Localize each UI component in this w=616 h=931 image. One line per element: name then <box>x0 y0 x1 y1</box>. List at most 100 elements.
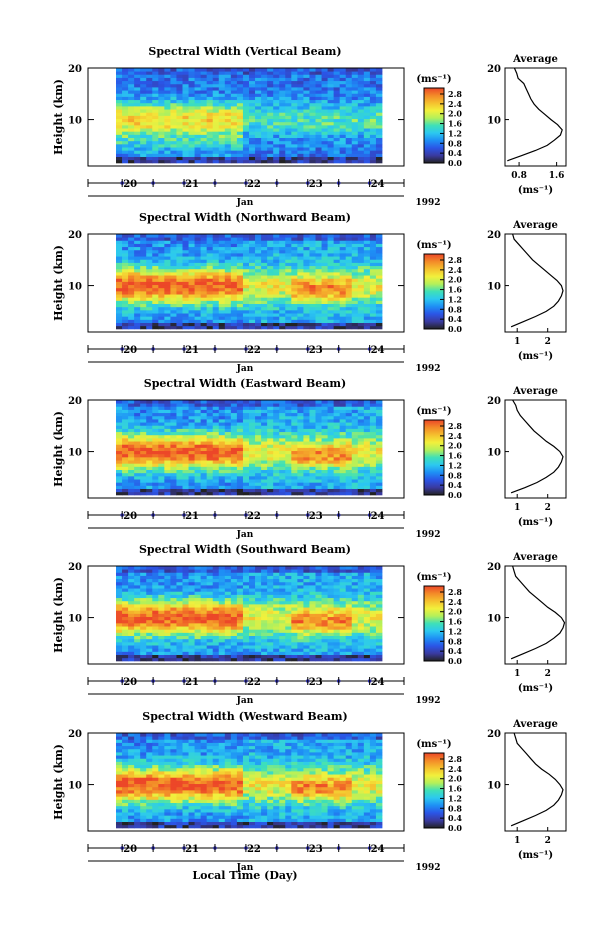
heatmap-cell <box>158 456 165 461</box>
heatmap-cell <box>146 83 153 88</box>
heatmap-cell <box>200 313 208 317</box>
heatmap-cell <box>315 412 322 417</box>
heatmap-cell <box>236 610 244 614</box>
heatmap-cell <box>206 99 214 104</box>
heatmap-cell <box>285 140 292 145</box>
heatmap-cell <box>128 463 135 467</box>
heatmap-cell <box>170 109 177 113</box>
heatmap-cell <box>128 409 135 414</box>
heatmap-cell <box>273 607 280 611</box>
heatmap-cell <box>206 67 214 72</box>
heatmap-cell <box>164 626 171 630</box>
heatmap-cell <box>230 115 238 120</box>
heatmap-cell <box>242 156 250 161</box>
heatmap-cell <box>224 83 232 88</box>
heatmap-cell <box>345 485 353 489</box>
heatmap-cell <box>321 309 328 314</box>
heatmap-cell <box>188 569 195 573</box>
heatmap-cell <box>291 325 298 330</box>
heatmap-cell <box>116 74 123 78</box>
heatmap-cell <box>273 313 280 317</box>
heatmap-cell <box>200 86 208 91</box>
heatmap-cell <box>164 131 171 135</box>
heatmap-cell <box>146 143 153 148</box>
heatmap-cell <box>339 300 347 305</box>
heatmap-cell <box>369 441 377 445</box>
heatmap-cell <box>285 275 292 279</box>
heatmap-cell <box>200 124 208 129</box>
heatmap-cell <box>375 281 383 286</box>
heatmap-cell <box>128 613 135 618</box>
heatmap-cell <box>116 428 123 433</box>
heatmap-cell <box>369 275 377 279</box>
heatmap-cell <box>200 306 208 311</box>
heatmap-cell <box>303 74 310 78</box>
heatmap-cell <box>116 237 123 241</box>
heatmap-cell <box>273 418 280 423</box>
heatmap-cell <box>321 278 328 282</box>
profile-line <box>510 399 564 494</box>
heatmap-cell <box>315 271 322 276</box>
heatmap-cell <box>122 124 129 129</box>
heatmap-cell <box>128 431 135 436</box>
heatmap-cell <box>128 603 135 608</box>
heatmap-cell <box>273 134 280 139</box>
heatmap-cell <box>321 466 328 471</box>
heatmap-cell <box>273 488 280 493</box>
heatmap-cell <box>140 271 147 276</box>
heatmap-cell <box>176 619 183 624</box>
heatmap-cell <box>128 600 135 605</box>
heatmap-cell <box>152 453 159 458</box>
heatmap-cell <box>200 246 208 251</box>
heatmap-cell <box>188 281 195 286</box>
heatmap-cell <box>206 287 214 292</box>
heatmap-cell <box>242 131 250 135</box>
heatmap-cell <box>309 313 316 317</box>
heatmap-cell <box>164 616 171 621</box>
heatmap-cell <box>176 83 183 88</box>
heatmap-cell <box>236 99 244 104</box>
heatmap-cell <box>140 409 147 414</box>
heatmap-cell <box>345 453 353 458</box>
heatmap-cell <box>369 137 377 142</box>
heatmap-cell <box>333 249 341 254</box>
heatmap-cell <box>182 90 189 94</box>
heatmap-cell <box>303 99 310 104</box>
heatmap-cell <box>309 112 316 116</box>
heatmap-cell <box>212 93 220 97</box>
heatmap-cell <box>236 594 244 599</box>
heatmap-cell <box>116 252 123 257</box>
heatmap-cell <box>218 240 226 244</box>
heatmap-cell <box>242 607 250 611</box>
heatmap-cell <box>164 115 171 120</box>
heatmap-cell <box>194 93 202 97</box>
heatmap-cell <box>261 415 268 420</box>
heatmap-cell <box>212 99 220 104</box>
heatmap-cell <box>285 74 292 78</box>
heatmap-cell <box>249 444 256 448</box>
heatmap-cell <box>152 437 159 442</box>
heatmap-cell <box>273 109 280 113</box>
heatmap-cell <box>116 441 123 445</box>
heatmap-cell <box>339 399 347 404</box>
heatmap-cell <box>170 233 177 238</box>
heatmap-cell <box>267 412 274 417</box>
heatmap-cell <box>249 246 256 251</box>
heatmap-cell <box>236 645 244 649</box>
heatmap-cell <box>315 319 322 323</box>
heatmap-cell <box>200 131 208 135</box>
heatmap-cell <box>333 300 341 305</box>
heatmap-cell <box>369 265 377 270</box>
heatmap-cell <box>309 412 316 417</box>
heatmap-cell <box>303 233 310 238</box>
heatmap-cell <box>194 657 202 662</box>
heatmap-cell <box>357 485 365 489</box>
heatmap-cell <box>339 256 347 260</box>
heatmap-cell <box>267 648 274 652</box>
heatmap-cell <box>230 90 238 94</box>
heatmap-cell <box>321 306 328 311</box>
heatmap-cell <box>303 403 310 407</box>
heatmap-cell <box>194 306 202 311</box>
heatmap-cell <box>122 572 129 576</box>
heatmap-cell <box>212 71 220 75</box>
